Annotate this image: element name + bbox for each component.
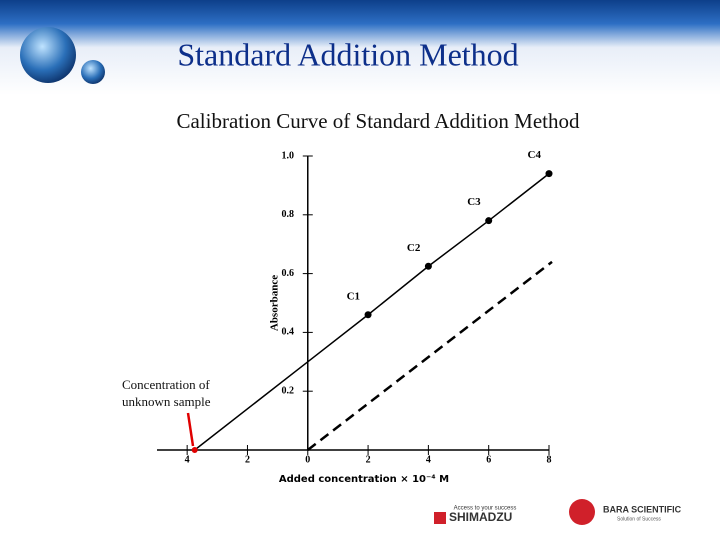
annotation: Concentration of (122, 377, 210, 392)
y-tick-label: 1.0 (282, 150, 295, 161)
header-band (0, 0, 720, 95)
y-axis-label: Absorbance (269, 275, 281, 331)
data-point (485, 217, 493, 225)
line (194, 173, 550, 451)
logo-mark (434, 512, 446, 524)
y-tick-label: 0.4 (282, 327, 295, 338)
data-point (364, 311, 372, 319)
logo-globe-small (81, 60, 105, 84)
logo-tagline: Access to your success (454, 506, 517, 512)
annotation-arrow (186, 412, 195, 447)
slide-title: Standard Addition Method (177, 36, 518, 72)
unknown-point (191, 447, 198, 453)
point-label: C3 (467, 196, 481, 208)
x-axis-label: Added concentration × 10⁻⁴ M (279, 474, 449, 485)
line (307, 260, 553, 451)
logo-globe (20, 27, 76, 83)
chart-title: Calibration Curve of Standard Addition M… (176, 109, 580, 133)
x-tick-label: 4 (185, 454, 190, 465)
logo-tagline: Solution of Success (617, 516, 661, 522)
y-tick-label: 0.8 (282, 209, 295, 220)
y-tick-label: 0.6 (282, 268, 295, 279)
annotation: unknown sample (122, 394, 211, 409)
x-tick-label: 6 (486, 454, 491, 465)
logo-mark (569, 499, 595, 525)
point-label: C1 (347, 290, 360, 302)
x-tick-label: 8 (547, 454, 552, 465)
logo-text: BARA SCIENTIFIC (603, 504, 682, 514)
data-point (545, 170, 553, 178)
x-tick-label: 2 (245, 454, 250, 465)
point-label: C4 (528, 149, 542, 161)
point-label: C2 (407, 242, 421, 254)
x-tick-label: 0 (305, 454, 310, 465)
x-tick-label: 2 (366, 454, 371, 465)
y-tick-label: 0.2 (282, 385, 295, 396)
data-point (424, 262, 432, 270)
logo-text: SHIMADZU (449, 510, 512, 524)
x-tick-label: 4 (426, 454, 431, 465)
